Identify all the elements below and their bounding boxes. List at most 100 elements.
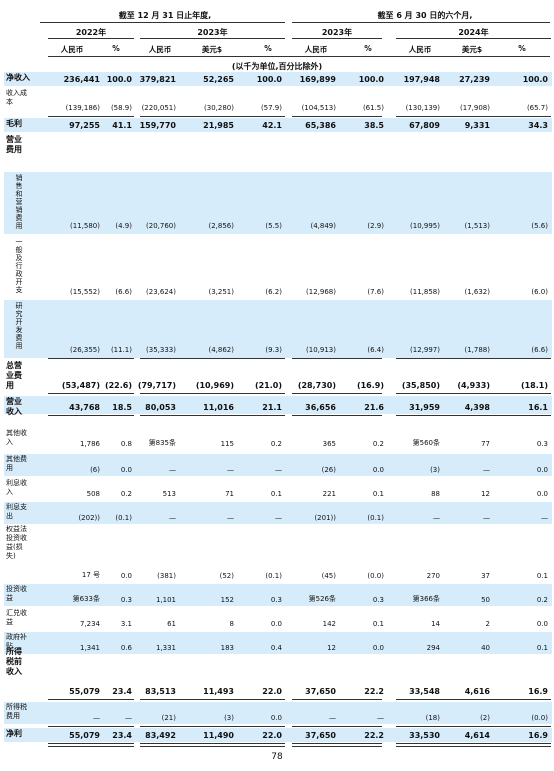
table-cell: 1,331 (155, 644, 176, 652)
table-cell: 0.0 (120, 466, 132, 474)
column-header: % (264, 44, 272, 53)
table-cell: 3.1 (120, 620, 132, 628)
row-label: 研究开发费用 (15, 302, 23, 350)
table-cell: 34.3 (528, 121, 548, 130)
table-cell: 100.0 (522, 75, 548, 84)
row-label: 投资收益 (6, 585, 27, 602)
table-cell: (0.0) (367, 572, 384, 580)
row-band (4, 502, 552, 524)
row-band (4, 300, 552, 358)
table-cell: (22.6) (104, 381, 132, 390)
table-cell: (0.1) (367, 514, 384, 522)
table-cell: (9.3) (265, 346, 282, 354)
table-cell: 1,101 (155, 596, 176, 604)
table-cell: (6.0) (531, 288, 548, 296)
table-cell: 23.4 (112, 731, 132, 740)
table-cell: 40 (481, 644, 490, 652)
table-cell: (11,580) (70, 222, 100, 230)
table-cell: 0.0 (372, 644, 384, 652)
table-cell: (1,788) (464, 346, 490, 354)
table-cell: 4,616 (464, 687, 490, 696)
table-cell: 270 (426, 572, 440, 580)
table-cell: (12,997) (410, 346, 440, 354)
table-row: 营业收入 43,768 18.5 80,053 11,016 21.1 36,656 21.6… (0, 396, 554, 416)
row-band (4, 172, 552, 234)
table-cell: (10,913) (306, 346, 336, 354)
table-cell: 0.0 (536, 466, 548, 474)
single-rule (292, 699, 382, 700)
table-row: 投资收益 第633条 0.3 1,101 152 0.3 第526条 0.3 第366条 50 0.… (0, 584, 554, 606)
table-cell: — (227, 466, 234, 474)
table-cell: (139,186) (65, 104, 100, 112)
table-cell: 22.2 (364, 687, 384, 696)
table-cell: (5.6) (531, 222, 548, 230)
period-header-interim: 截至 6 月 30 日的六个月, (377, 11, 473, 20)
table-row: 营业费用 (0, 134, 554, 172)
table-cell: 16.1 (528, 403, 548, 412)
table-cell: 365 (322, 440, 336, 448)
table-cell: (18) (425, 714, 440, 722)
single-rule (292, 358, 382, 359)
table-cell: 11,016 (203, 403, 234, 412)
table-cell: 0.0 (270, 620, 282, 628)
row-label: 权益法投资收益(损失) (6, 525, 27, 560)
single-rule (396, 415, 551, 416)
table-cell: 22.0 (262, 687, 282, 696)
table-cell: (0.1) (115, 514, 132, 522)
double-rule (48, 743, 134, 747)
double-rule (396, 743, 551, 747)
table-cell: (12,968) (306, 288, 336, 296)
table-cell: 0.0 (270, 714, 282, 722)
table-cell: 221 (322, 490, 336, 498)
header-rule (140, 38, 285, 39)
table-cell: (58.9) (110, 104, 132, 112)
table-cell: 142 (322, 620, 336, 628)
table-cell: 7,234 (79, 620, 100, 628)
table-cell: 37 (481, 572, 490, 580)
table-cell: 1,341 (79, 644, 100, 652)
table-cell: (1,513) (464, 222, 490, 230)
row-label: 总营业费用 (6, 361, 22, 390)
table-cell: 33,530 (409, 731, 440, 740)
table-cell: (3) (430, 466, 440, 474)
table-cell: 80,053 (145, 403, 176, 412)
table-cell: — (275, 466, 282, 474)
table-cell: 169,899 (299, 75, 336, 84)
table-cell: (0.0) (531, 714, 548, 722)
year-header: 2022年 (75, 28, 107, 37)
table-cell: (45) (321, 572, 336, 580)
table-cell: 42.1 (262, 121, 282, 130)
single-rule (396, 699, 551, 700)
row-band (4, 118, 552, 132)
single-rule (48, 726, 134, 727)
table-cell: — (433, 514, 440, 522)
single-rule (48, 393, 134, 394)
table-cell: (4,862) (208, 346, 234, 354)
table-cell: 67,809 (409, 121, 440, 130)
column-header: % (112, 44, 120, 53)
table-cell: 2 (485, 620, 490, 628)
table-cell: 22.2 (364, 731, 384, 740)
table-row: 利息支出 (202)) (0.1) — — — (201)) (0.1) — — — (0, 502, 554, 524)
single-rule (292, 116, 382, 117)
column-header: 人民币 (60, 45, 84, 54)
table-cell: (6.6) (115, 288, 132, 296)
table-cell: 21,985 (203, 121, 234, 130)
row-label: 营业收入 (6, 397, 22, 416)
table-cell: — (483, 514, 490, 522)
table-cell: 0.2 (536, 596, 548, 604)
table-cell: 61 (167, 620, 176, 628)
table-cell: (4,849) (310, 222, 336, 230)
table-cell: 0.3 (536, 440, 548, 448)
header-rule (292, 22, 550, 23)
table-cell: — (169, 514, 176, 522)
table-cell: (10,995) (410, 222, 440, 230)
single-rule (140, 415, 285, 416)
table-cell: (15,552) (70, 288, 100, 296)
table-cell: 0.1 (372, 620, 384, 628)
table-cell: (17,908) (460, 104, 490, 112)
table-cell: 4,398 (464, 403, 490, 412)
single-rule (140, 726, 285, 727)
table-cell: 55,079 (69, 731, 100, 740)
